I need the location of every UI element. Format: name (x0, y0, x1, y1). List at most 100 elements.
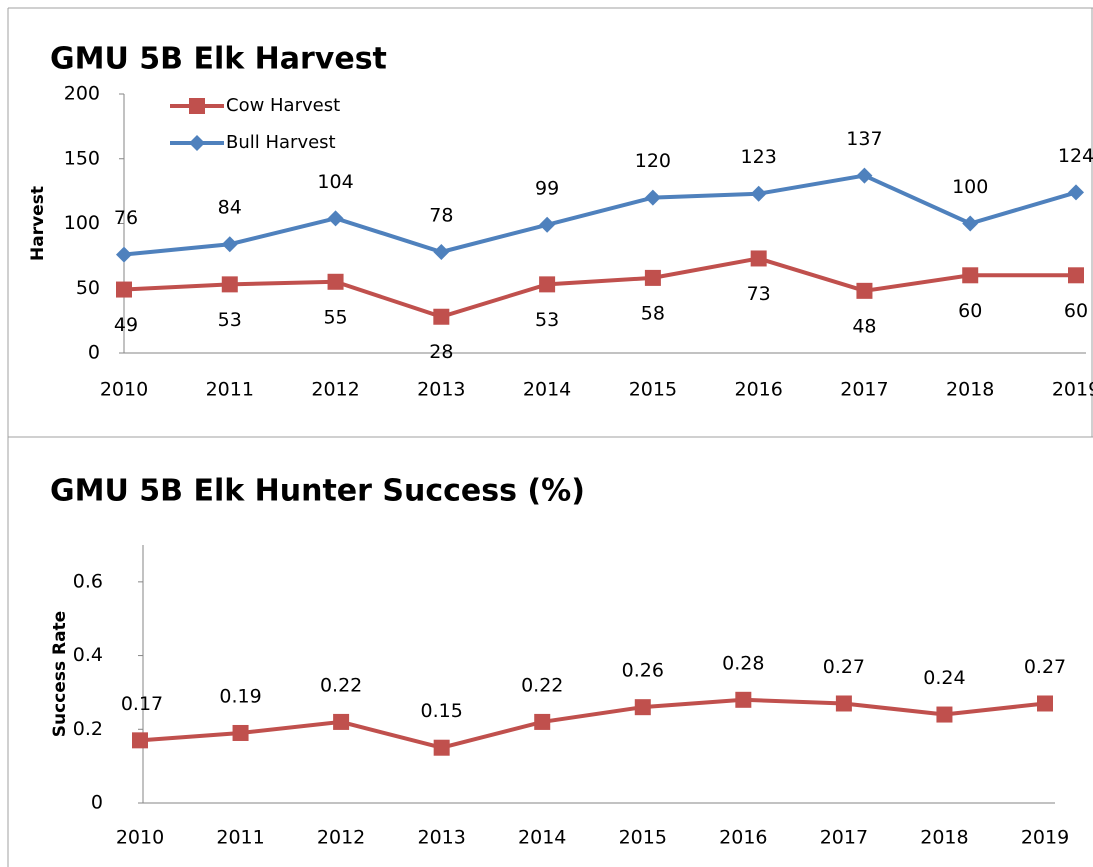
data-label: 60 (958, 300, 982, 322)
marker (116, 281, 132, 298)
marker (232, 724, 249, 741)
x-tick-label: 2016 (734, 379, 782, 401)
x-tick-label: 2012 (311, 379, 359, 401)
x-tick-label: 2018 (920, 827, 968, 849)
y-tick-label: 0.2 (73, 718, 103, 740)
x-tick-label: 2014 (523, 379, 571, 401)
data-label: 137 (846, 128, 882, 150)
marker (433, 739, 450, 756)
x-tick-label: 2012 (317, 827, 365, 849)
x-tick-label: 2015 (629, 379, 677, 401)
y-tick-label: 0 (91, 792, 103, 814)
marker (189, 98, 205, 114)
data-label: 99 (535, 177, 559, 199)
marker (116, 246, 132, 263)
marker (936, 706, 953, 723)
x-tick-label: 2011 (216, 827, 264, 849)
series-line (123, 256, 1076, 319)
x-tick-label: 2017 (820, 827, 868, 849)
legend-label: Cow Harvest (226, 95, 340, 116)
chart-title: GMU 5B Elk Hunter Success (%) (50, 474, 585, 509)
x-tick-label: 2019 (1021, 827, 1069, 849)
y-tick-label: 100 (64, 212, 100, 234)
y-tick-label: 0.6 (73, 570, 103, 592)
data-label: 0.24 (923, 667, 965, 689)
series-line (139, 697, 1046, 750)
marker (433, 243, 450, 260)
marker (333, 713, 350, 730)
marker (534, 713, 551, 730)
data-label: 84 (218, 197, 242, 219)
marker (835, 695, 852, 712)
marker (750, 185, 767, 202)
data-label: 104 (317, 171, 353, 193)
marker (856, 282, 873, 299)
data-label: 0.15 (421, 700, 463, 722)
marker (735, 691, 752, 708)
marker (962, 267, 979, 284)
marker (132, 732, 148, 749)
marker (221, 236, 238, 253)
y-axis-title: Success Rate (50, 611, 70, 737)
marker (962, 215, 979, 232)
data-label: 78 (429, 204, 453, 226)
data-label: 0.17 (121, 693, 163, 715)
y-tick-label: 200 (64, 83, 100, 105)
chart-title: GMU 5B Elk Harvest (50, 42, 387, 77)
marker (644, 269, 661, 286)
legend-label: Bull Harvest (226, 132, 336, 153)
x-tick-label: 2016 (719, 827, 767, 849)
marker (1037, 695, 1053, 712)
data-label: 0.22 (320, 674, 362, 696)
marker (750, 250, 767, 267)
data-label: 0.27 (1024, 656, 1066, 678)
data-label: 100 (952, 176, 988, 198)
marker (644, 189, 661, 206)
data-label: 76 (114, 207, 138, 229)
marker (856, 167, 873, 184)
data-label: 123 (741, 146, 777, 168)
x-tick-label: 2010 (100, 379, 148, 401)
data-label: 0.27 (823, 656, 865, 678)
marker (1068, 267, 1084, 284)
data-label: 60 (1064, 300, 1088, 322)
data-label: 53 (535, 309, 559, 331)
marker (539, 276, 556, 293)
data-label: 58 (641, 302, 665, 324)
y-tick-label: 150 (64, 147, 100, 169)
y-axis-title: Harvest (28, 186, 48, 261)
data-label: 49 (114, 314, 138, 336)
marker (634, 699, 651, 716)
y-tick-label: 0 (88, 342, 100, 364)
data-label: 28 (429, 341, 453, 363)
x-tick-label: 2013 (417, 827, 465, 849)
x-tick-label: 2018 (946, 379, 994, 401)
data-label: 48 (852, 315, 876, 337)
data-label: 0.22 (521, 674, 563, 696)
x-tick-label: 2013 (417, 379, 465, 401)
marker (433, 308, 450, 325)
marker (539, 216, 556, 233)
data-label: 0.19 (219, 685, 261, 707)
marker (1068, 184, 1084, 201)
data-label: 120 (635, 150, 671, 172)
x-tick-label: 2017 (840, 379, 888, 401)
data-label: 55 (323, 306, 347, 328)
marker (327, 273, 344, 290)
y-tick-label: 50 (76, 277, 100, 299)
x-tick-label: 2015 (619, 827, 667, 849)
marker (221, 276, 238, 293)
series-line (123, 173, 1077, 257)
data-label: 73 (747, 283, 771, 305)
x-tick-label: 2019 (1052, 379, 1093, 401)
marker (189, 135, 205, 151)
marker (327, 210, 344, 227)
data-label: 0.26 (622, 660, 664, 682)
x-tick-label: 2014 (518, 827, 566, 849)
data-label: 124 (1058, 145, 1093, 167)
x-tick-label: 2010 (116, 827, 164, 849)
data-label: 53 (218, 309, 242, 331)
data-label: 0.28 (722, 652, 764, 674)
y-tick-label: 0.4 (73, 644, 103, 666)
